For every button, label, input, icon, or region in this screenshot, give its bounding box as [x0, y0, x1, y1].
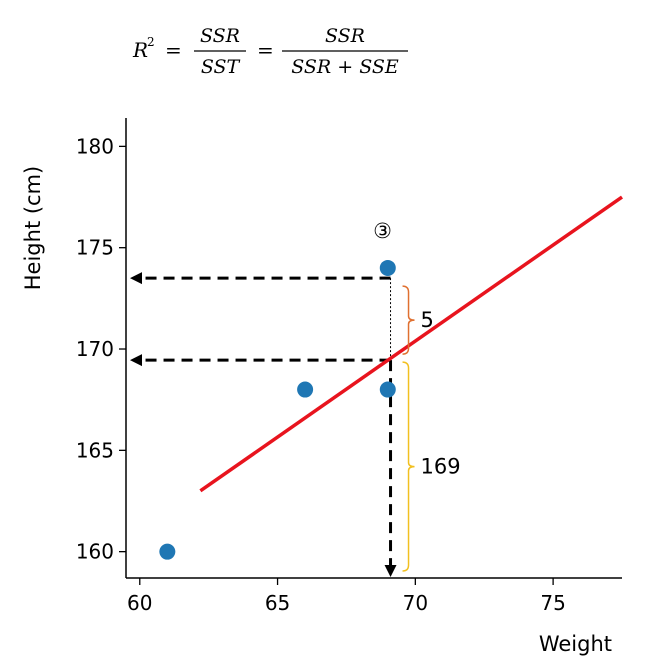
guide-layer — [130, 272, 397, 577]
formula-equals-1: = — [165, 38, 182, 62]
formula-frac1-numerator: SSR — [200, 25, 240, 47]
y-tick-label: 160 — [76, 540, 114, 564]
formula-equals-2: = — [257, 38, 274, 62]
x-tick-label: 70 — [403, 591, 428, 615]
formula-frac2-numerator: SSR — [325, 25, 365, 47]
formula-frac1-denominator: SST — [201, 56, 241, 78]
predicted-brace — [402, 361, 415, 572]
step-marker: ③ — [373, 219, 392, 243]
formula-lhs-superscript: 2 — [147, 35, 155, 49]
data-point — [297, 381, 314, 398]
data-point — [379, 381, 396, 398]
predicted-arrowhead — [130, 354, 142, 367]
r-squared-formula: R 2 = SSR SST = SSR SSR + SSE — [132, 25, 408, 78]
down-arrowhead — [384, 565, 397, 577]
data-point — [159, 543, 176, 560]
y-tick-label: 165 — [76, 438, 114, 462]
y-tick-label: 180 — [76, 134, 114, 158]
x-tick-label: 65 — [265, 591, 290, 615]
axes: 60 65 70 75 160 165 170 175 180 — [76, 118, 622, 615]
residual-brace — [402, 285, 415, 355]
x-tick-label: 75 — [540, 591, 565, 615]
predicted-label: 169 — [421, 455, 461, 479]
y-tick-label: 175 — [76, 236, 114, 260]
y-tick-label: 170 — [76, 337, 114, 361]
annotation-layer: 5 169 ③ — [373, 219, 461, 572]
y-axis-title: Height (cm) — [21, 166, 45, 290]
data-point — [379, 259, 396, 276]
actual-arrowhead — [130, 272, 142, 285]
x-axis-title: Weight — [539, 632, 612, 656]
residual-label: 5 — [421, 308, 434, 332]
formula-lhs: R — [132, 38, 148, 62]
regression-layer — [199, 195, 624, 493]
points-layer — [159, 259, 396, 560]
x-tick-label: 60 — [127, 591, 152, 615]
formula-frac2-denominator: SSR + SSE — [291, 56, 399, 78]
regression-line — [199, 195, 624, 493]
